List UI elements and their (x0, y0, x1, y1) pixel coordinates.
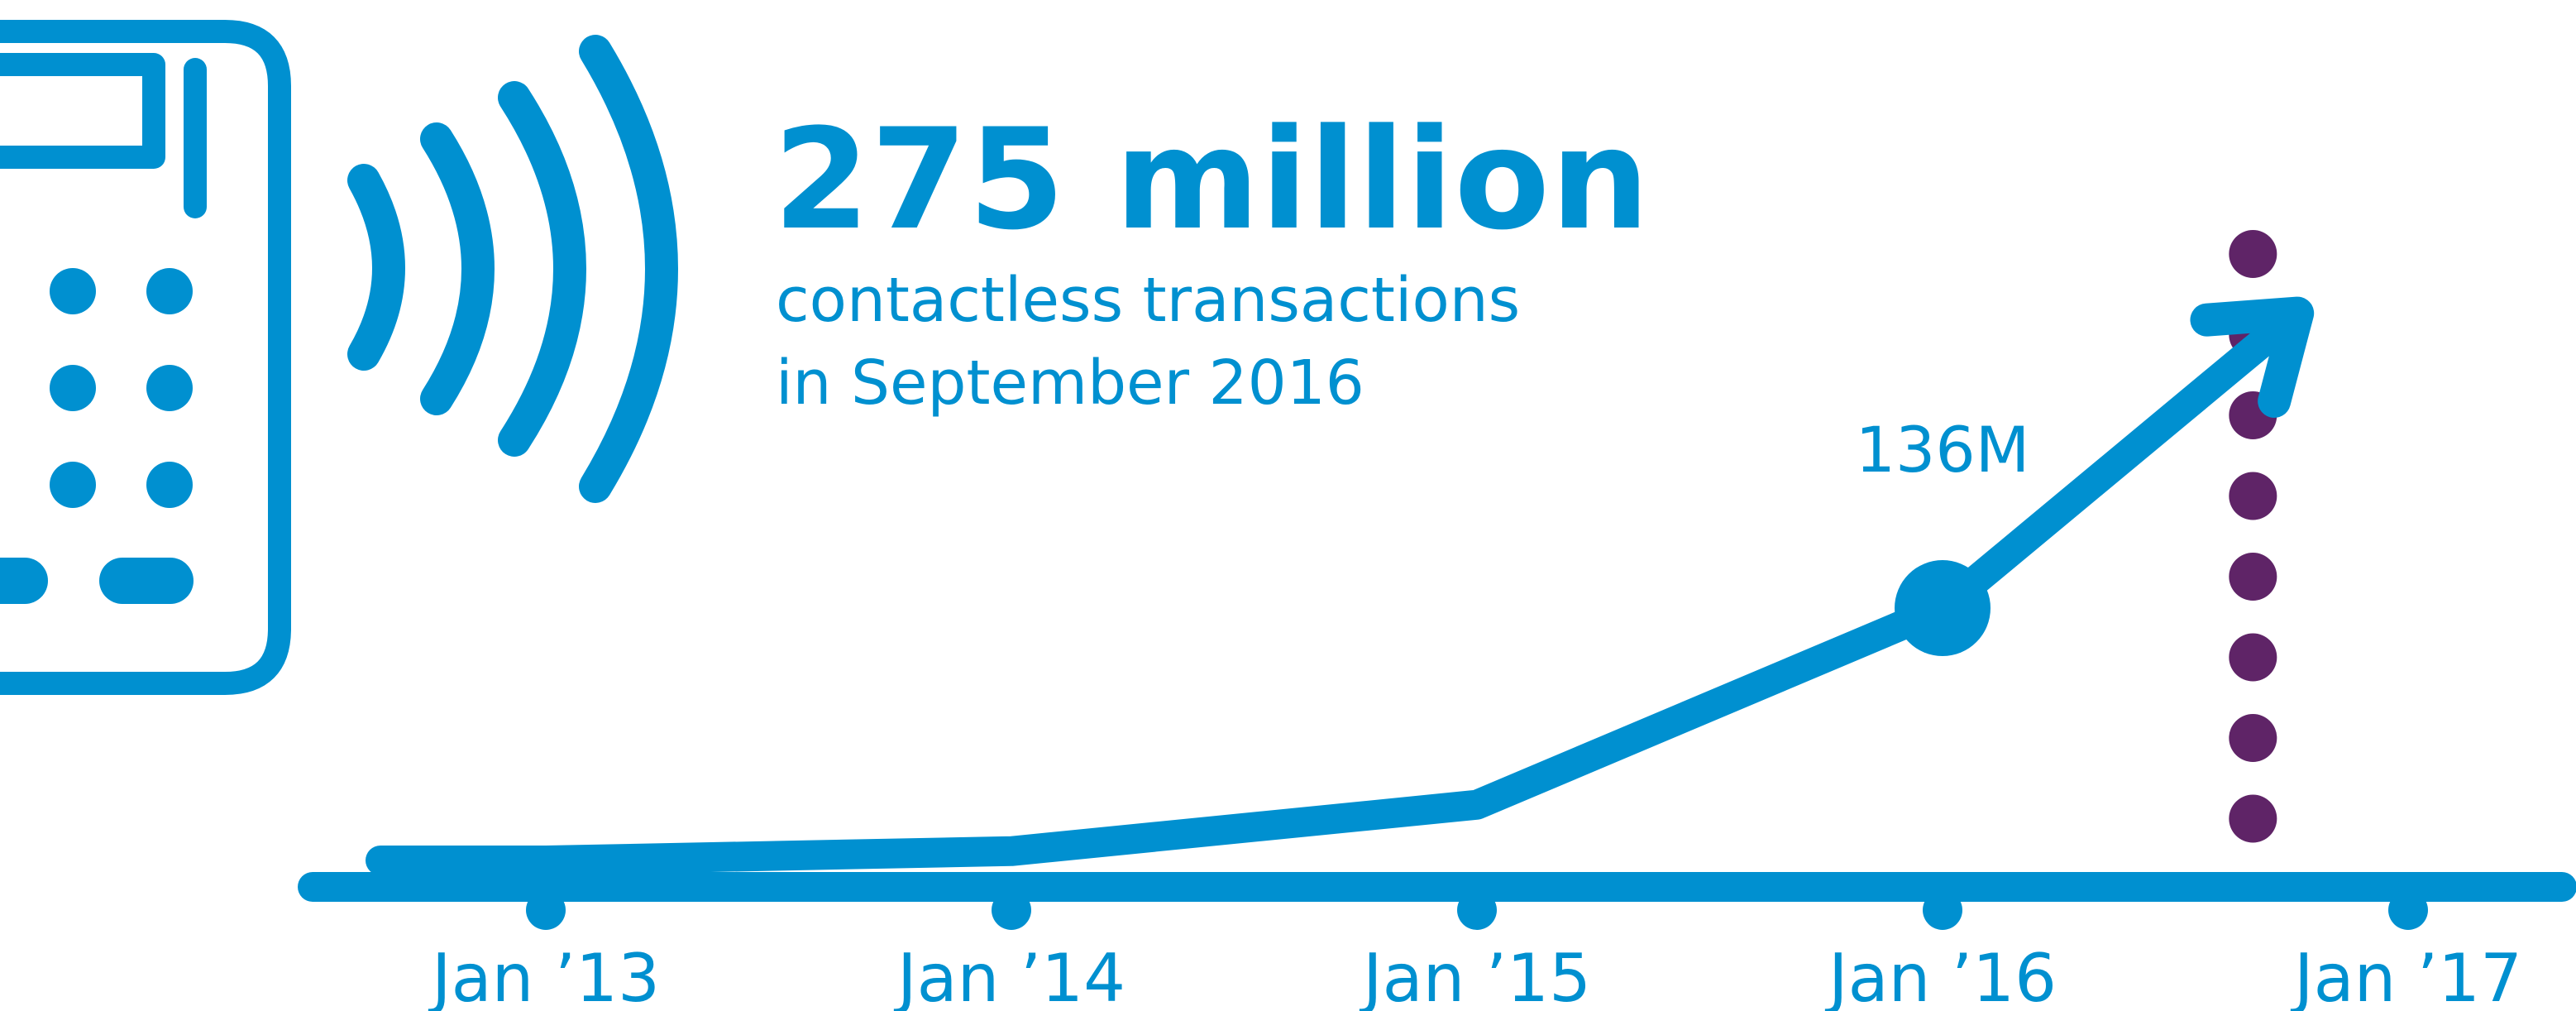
marker-dot (2229, 633, 2277, 682)
x-tick-label: Jan ’16 (1824, 940, 2057, 1011)
headline-value: 275 million (773, 98, 1651, 261)
marker-dot (2229, 714, 2277, 762)
contactless-waves-icon (347, 35, 678, 503)
chart-axis: Jan ’13 Jan ’14 Jan ’15 Jan ’16 Jan ’17 (298, 872, 2576, 1011)
arrow-shaft (2238, 298, 2313, 366)
x-tick-label: Jan ’14 (893, 940, 1126, 1011)
x-tick-label: Jan ’17 (2290, 940, 2522, 1011)
x-tick-mark (992, 890, 1031, 930)
x-tick-label: Jan ’13 (428, 940, 660, 1011)
x-tick-mark (1923, 890, 1962, 930)
annotation-point (1895, 560, 1991, 657)
x-tick-label: Jan ’15 (1359, 940, 1591, 1011)
marker-dot (2229, 230, 2277, 278)
x-tick-mark (1457, 890, 1497, 930)
card-terminal-icon (0, 20, 291, 695)
chart-series (366, 296, 2315, 875)
marker-dot (2229, 472, 2277, 520)
marker-dot (2229, 794, 2277, 843)
headline-line-2: in September 2016 (776, 347, 1364, 419)
x-tick-mark (526, 890, 566, 930)
annotation-label: 136M (1856, 413, 2030, 486)
series-line (366, 335, 2268, 875)
chart-labels: 136M (1856, 413, 2030, 657)
headline-line-1: contactless transactions (776, 265, 1520, 336)
marker-dot (2229, 553, 2277, 601)
x-tick-mark (2388, 890, 2428, 930)
